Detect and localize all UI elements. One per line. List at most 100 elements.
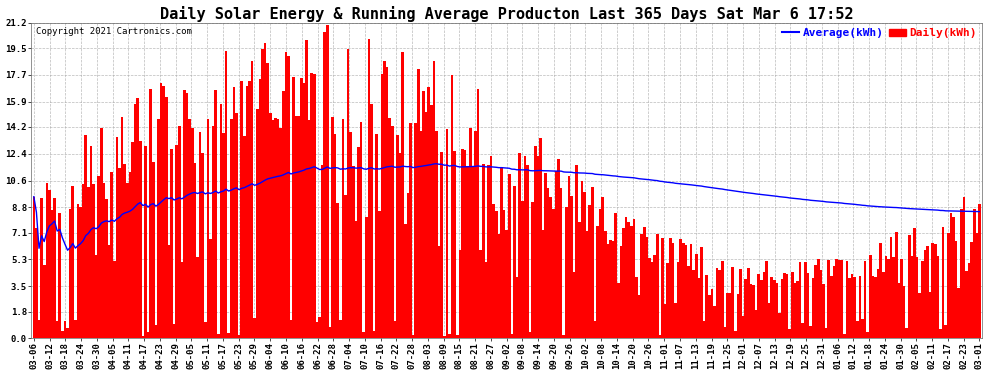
- Bar: [526, 165, 529, 338]
- Bar: [850, 274, 853, 338]
- Bar: [274, 118, 277, 338]
- Bar: [916, 257, 919, 338]
- Bar: [298, 116, 300, 338]
- Bar: [126, 183, 129, 338]
- Bar: [215, 90, 217, 338]
- Bar: [228, 333, 230, 338]
- Bar: [149, 89, 152, 338]
- Bar: [975, 233, 978, 338]
- Bar: [560, 188, 562, 338]
- Bar: [732, 267, 734, 338]
- Bar: [354, 221, 357, 338]
- Bar: [212, 126, 215, 338]
- Bar: [448, 334, 450, 338]
- Bar: [256, 110, 258, 338]
- Bar: [799, 262, 802, 338]
- Bar: [641, 234, 644, 338]
- Bar: [770, 277, 773, 338]
- Bar: [113, 261, 116, 338]
- Bar: [284, 52, 287, 338]
- Bar: [236, 112, 238, 338]
- Bar: [266, 63, 269, 338]
- Bar: [482, 164, 484, 338]
- Bar: [503, 210, 505, 338]
- Bar: [947, 233, 949, 338]
- Bar: [479, 251, 482, 338]
- Bar: [458, 251, 461, 338]
- Bar: [630, 226, 633, 338]
- Bar: [754, 310, 757, 338]
- Bar: [583, 192, 586, 338]
- Bar: [194, 163, 196, 338]
- Bar: [204, 322, 207, 338]
- Bar: [201, 153, 204, 338]
- Bar: [505, 231, 508, 338]
- Bar: [658, 335, 661, 338]
- Bar: [594, 321, 596, 338]
- Bar: [970, 242, 973, 338]
- Bar: [941, 227, 944, 338]
- Bar: [337, 203, 339, 338]
- Bar: [685, 245, 687, 338]
- Bar: [407, 193, 409, 338]
- Bar: [542, 230, 545, 338]
- Bar: [324, 32, 326, 338]
- Bar: [695, 254, 698, 338]
- Bar: [711, 289, 713, 338]
- Bar: [441, 152, 443, 338]
- Bar: [492, 204, 495, 338]
- Bar: [319, 317, 321, 338]
- Bar: [869, 255, 871, 338]
- Bar: [752, 285, 754, 338]
- Bar: [100, 128, 103, 338]
- Bar: [713, 306, 716, 338]
- Bar: [409, 123, 412, 338]
- Bar: [858, 276, 861, 338]
- Bar: [845, 261, 848, 338]
- Bar: [554, 171, 557, 338]
- Bar: [749, 284, 752, 338]
- Bar: [74, 320, 76, 338]
- Bar: [438, 246, 441, 338]
- Bar: [508, 174, 511, 338]
- Bar: [937, 256, 940, 338]
- Bar: [425, 112, 428, 338]
- Bar: [173, 324, 175, 338]
- Bar: [471, 167, 474, 338]
- Bar: [965, 271, 968, 338]
- Bar: [394, 321, 396, 338]
- Bar: [456, 336, 458, 338]
- Bar: [162, 86, 165, 338]
- Bar: [864, 261, 866, 338]
- Bar: [43, 265, 46, 338]
- Bar: [321, 165, 324, 338]
- Bar: [461, 148, 463, 338]
- Bar: [895, 232, 898, 338]
- Bar: [370, 104, 373, 338]
- Bar: [295, 116, 298, 338]
- Bar: [760, 280, 762, 338]
- Bar: [263, 43, 266, 338]
- Bar: [474, 131, 477, 338]
- Bar: [848, 278, 850, 338]
- Bar: [524, 156, 526, 338]
- Bar: [466, 166, 469, 338]
- Bar: [243, 136, 246, 338]
- Bar: [781, 279, 783, 338]
- Bar: [129, 172, 132, 338]
- Bar: [178, 126, 180, 338]
- Bar: [620, 246, 623, 338]
- Bar: [326, 25, 329, 338]
- Bar: [708, 295, 711, 338]
- Bar: [157, 119, 159, 338]
- Bar: [596, 226, 599, 338]
- Bar: [687, 267, 690, 338]
- Bar: [415, 123, 417, 338]
- Bar: [871, 276, 874, 338]
- Bar: [534, 146, 537, 338]
- Bar: [453, 151, 456, 338]
- Bar: [828, 260, 830, 338]
- Bar: [853, 277, 856, 338]
- Bar: [804, 262, 807, 338]
- Bar: [900, 259, 903, 338]
